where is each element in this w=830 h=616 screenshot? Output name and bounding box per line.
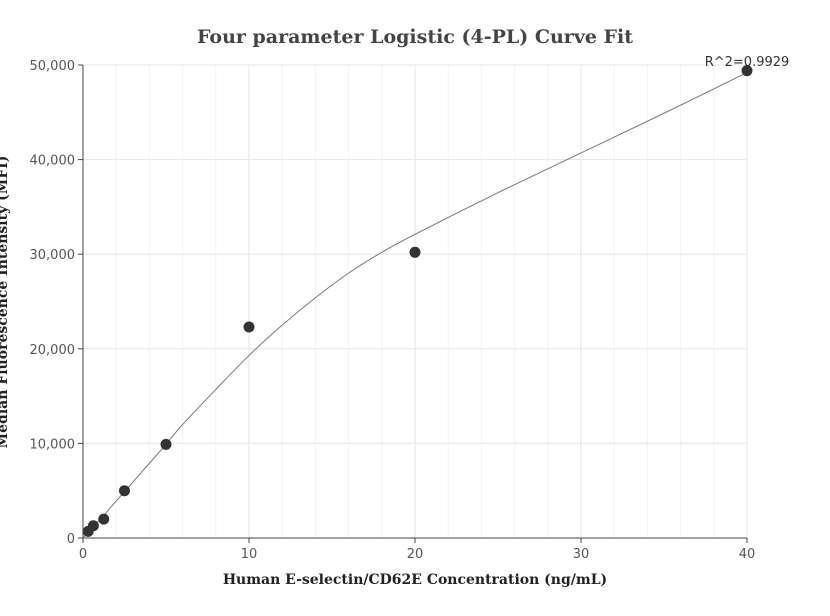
chart-title: Four parameter Logistic (4-PL) Curve Fit <box>197 26 633 48</box>
y-axis-title: Median Fluorescence Intensity (MFI) <box>0 156 11 449</box>
minor-gridlines <box>115 65 715 538</box>
x-axis-ticks: 0 10 20 30 40 <box>79 538 755 562</box>
x-tick-label: 0 <box>79 547 87 562</box>
data-points <box>82 65 753 537</box>
x-tick-label: 30 <box>573 547 590 562</box>
y-tick-label: 0 <box>67 532 75 547</box>
y-tick-label: 50,000 <box>30 59 76 74</box>
data-point <box>243 321 255 333</box>
y-axis-ticks: 0 10,000 20,000 30,000 40,000 50,000 <box>30 59 83 547</box>
data-point <box>741 65 753 77</box>
y-tick-label: 30,000 <box>30 248 76 263</box>
x-tick-label: 40 <box>739 547 756 562</box>
data-point <box>119 485 130 497</box>
data-point <box>87 520 99 532</box>
y-tick-label: 40,000 <box>30 154 76 169</box>
x-tick-label: 20 <box>407 547 424 562</box>
r-squared-annotation: R^2=0.9929 <box>705 55 790 70</box>
y-tick-label: 10,000 <box>30 437 76 452</box>
x-axis-title: Human E-selectin/CD62E Concentration (ng… <box>223 572 607 588</box>
data-point <box>409 246 421 258</box>
fit-curve-line <box>82 72 748 539</box>
major-gridlines <box>83 64 748 538</box>
y-tick-label: 20,000 <box>30 343 76 358</box>
data-point <box>160 438 172 450</box>
x-tick-label: 10 <box>241 547 258 562</box>
data-point <box>98 513 110 525</box>
